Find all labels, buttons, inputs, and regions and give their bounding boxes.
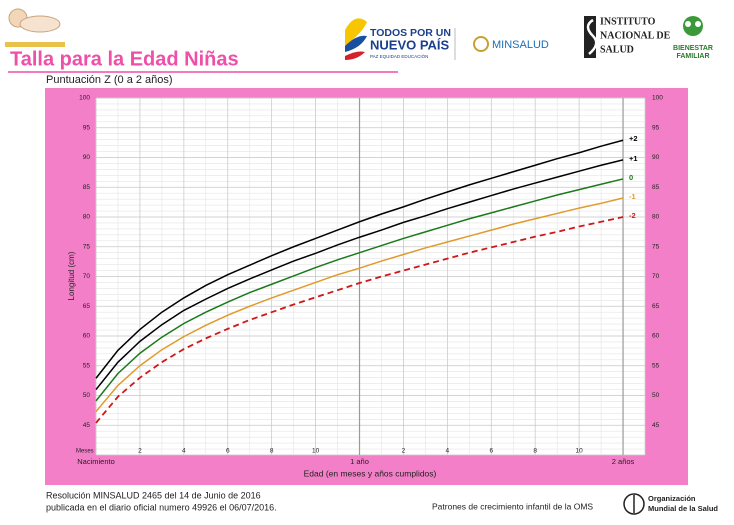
logo-minsalud: MINSALUD bbox=[473, 36, 549, 52]
series-line bbox=[95, 178, 624, 402]
footer-source: Patrones de crecimiento infantil de la O… bbox=[432, 501, 593, 511]
y-tick-label-right: 50 bbox=[652, 392, 660, 399]
x-tick-label: 2 años bbox=[612, 457, 635, 466]
y-tick-label: 45 bbox=[83, 422, 91, 429]
series-label: -1 bbox=[629, 192, 636, 201]
x-tick-label: 10 bbox=[312, 448, 320, 455]
y-tick-label: 50 bbox=[83, 392, 91, 399]
x-tick-label: 6 bbox=[226, 448, 230, 455]
y-tick-label-right: 65 bbox=[652, 303, 660, 310]
logo-ins: INSTITUTO NACIONAL DE SALUD bbox=[584, 16, 671, 58]
y-tick-label-right: 45 bbox=[652, 422, 660, 429]
y-tick-label: 100 bbox=[79, 95, 90, 102]
logo-text: BIENESTAR bbox=[673, 45, 713, 52]
y-tick-label-right: 60 bbox=[652, 333, 660, 340]
logo-text: NUEVO PAÍS bbox=[370, 37, 450, 52]
title: Talla para la Edad Niñas bbox=[10, 48, 239, 70]
logo-text: SALUD bbox=[600, 44, 634, 55]
series-label: +2 bbox=[629, 134, 638, 143]
series-line bbox=[95, 216, 624, 424]
y-tick-label: 80 bbox=[83, 214, 91, 221]
y-tick-label-right: 95 bbox=[652, 124, 660, 131]
x-tick-label: 2 bbox=[402, 448, 406, 455]
footer-org: Organización bbox=[648, 494, 696, 503]
baby-icon bbox=[5, 8, 65, 47]
logo-text: MINSALUD bbox=[492, 39, 549, 51]
y-tick-label-right: 85 bbox=[652, 184, 660, 191]
y-tick-label-right: 55 bbox=[652, 362, 660, 369]
y-tick-label-right: 80 bbox=[652, 214, 660, 221]
y-tick-label: 95 bbox=[83, 124, 91, 131]
logo-text: INSTITUTO bbox=[600, 16, 656, 27]
who-logo: Organización Mundial de la Salud bbox=[623, 493, 718, 515]
logo-icbf: BIENESTAR FAMILIAR bbox=[673, 16, 713, 60]
logo-text: TODOS POR UN bbox=[370, 27, 451, 39]
subtitle: Puntuación Z (0 a 2 años) bbox=[46, 74, 173, 86]
y-tick-label-right: 75 bbox=[652, 243, 660, 250]
series-line bbox=[95, 139, 624, 379]
y-tick-label: 75 bbox=[83, 243, 91, 250]
x-tick-label: 4 bbox=[446, 448, 450, 455]
series-line bbox=[95, 159, 624, 391]
series-label: 0 bbox=[629, 173, 633, 182]
footer-text: publicada en el diario oficial numero 49… bbox=[46, 502, 277, 512]
x-tick-label: 4 bbox=[182, 448, 186, 455]
logo-text: NACIONAL DE bbox=[600, 30, 671, 41]
y-tick-label: 55 bbox=[83, 362, 91, 369]
x-tick-label: 2 bbox=[138, 448, 142, 455]
logo-colombia: TODOS POR UN NUEVO PAÍS PAZ EQUIDAD EDUC… bbox=[345, 18, 451, 60]
y-tick-label: 70 bbox=[83, 273, 91, 280]
y-tick-label-right: 90 bbox=[652, 154, 660, 161]
y-tick-label: 85 bbox=[83, 184, 91, 191]
series-line bbox=[95, 197, 624, 413]
y-tick-label: 60 bbox=[83, 333, 91, 340]
y-axis-label: Longitud (cm) bbox=[67, 251, 76, 300]
x-tick-label: 6 bbox=[489, 448, 493, 455]
series-label: -2 bbox=[629, 211, 636, 220]
y-tick-label: 90 bbox=[83, 154, 91, 161]
y-tick-label: 65 bbox=[83, 303, 91, 310]
y-tick-label-right: 70 bbox=[652, 273, 660, 280]
x-tick-label: 8 bbox=[270, 448, 274, 455]
x-axis-label: Edad (en meses y años cumplidos) bbox=[304, 468, 437, 478]
x-tick-label: 10 bbox=[576, 448, 584, 455]
x-tick-label: 1 año bbox=[350, 457, 369, 466]
footer-org: Mundial de la Salud bbox=[648, 504, 718, 513]
logo-text: PAZ EQUIDAD EDUCACIÓN bbox=[370, 53, 428, 59]
x-unit-label: Meses bbox=[76, 449, 94, 455]
x-tick-label: Nacimiento bbox=[77, 457, 115, 466]
footer-text: Resolución MINSALUD 2465 del 14 de Junio… bbox=[46, 490, 261, 500]
logo-text: FAMILIAR bbox=[676, 53, 709, 60]
y-tick-label-right: 100 bbox=[652, 95, 663, 102]
x-tick-label: 8 bbox=[533, 448, 537, 455]
series-label: +1 bbox=[629, 154, 638, 163]
